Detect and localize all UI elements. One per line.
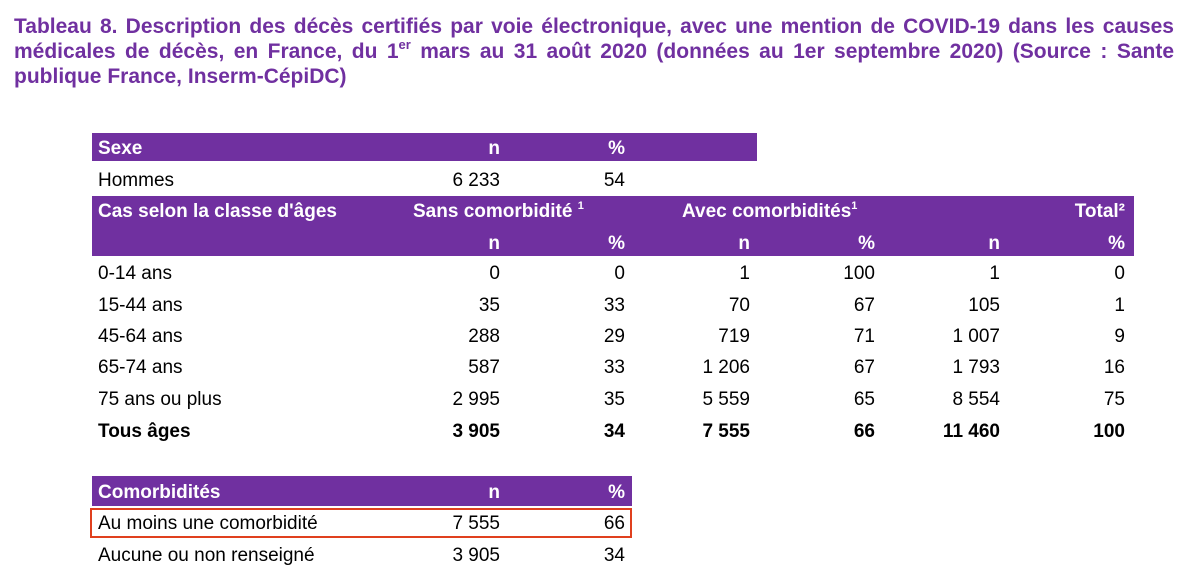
- comorb-header-label: Comorbidités: [98, 482, 221, 503]
- age-total-total-pct: 100: [1093, 421, 1125, 442]
- age-row-sans-pct: 29: [603, 326, 625, 347]
- age-row-label: 0-14 ans: [98, 263, 172, 284]
- age-row-total-pct: 9: [1114, 326, 1125, 347]
- age-header-avec-pct: %: [858, 233, 875, 254]
- age-row-sans-n: 0: [489, 263, 500, 284]
- age-row-label: 45-64 ans: [98, 326, 183, 347]
- comorb-header-pct: %: [608, 482, 625, 503]
- age-header-total-n: n: [988, 233, 1000, 254]
- sexe-header-pct: %: [608, 138, 625, 159]
- sexe-header-band: [92, 133, 757, 161]
- age-total-sans-pct: 34: [603, 421, 625, 442]
- sexe-row-label: Hommes: [98, 170, 175, 191]
- age-row-total-n: 105: [968, 295, 1000, 316]
- comorb-row-label: Aucune ou non renseigné: [98, 545, 315, 566]
- age-row-avec-pct: 67: [853, 357, 875, 378]
- age-row-total-n: 1 007: [952, 326, 1000, 347]
- age-total-avec-n: 7 555: [702, 421, 750, 442]
- age-row-avec-n: 719: [718, 326, 750, 347]
- age-row-avec-pct: 71: [853, 326, 875, 347]
- age-header-label: Cas selon la classe d'âges: [98, 201, 337, 222]
- age-row-sans-pct: 33: [603, 357, 625, 378]
- sexe-header-label: Sexe: [98, 138, 143, 159]
- age-total-sans-n: 3 905: [452, 421, 500, 442]
- sexe-row-pct: 54: [603, 170, 625, 191]
- age-row-total-n: 1: [989, 263, 1000, 284]
- age-row-avec-n: 5 559: [702, 389, 750, 410]
- comorb-row-label: Au moins une comorbidité: [98, 513, 318, 534]
- age-row-sans-n: 288: [468, 326, 500, 347]
- age-row-label: 65-74 ans: [98, 357, 183, 378]
- age-header-sans-n: n: [488, 233, 500, 254]
- age-row-label: 15-44 ans: [98, 295, 183, 316]
- age-row-total-pct: 16: [1103, 357, 1125, 378]
- age-header-avec: Avec comorbidités1: [682, 200, 858, 223]
- age-row-avec-pct: 65: [853, 389, 875, 410]
- comorb-row-pct: 34: [603, 545, 625, 566]
- age-header-avec-n: n: [738, 233, 750, 254]
- comorb-row-n: 7 555: [452, 513, 500, 534]
- age-header-sans-pct: %: [608, 233, 625, 254]
- age-row-total-pct: 75: [1103, 389, 1125, 410]
- age-row-sans-pct: 33: [603, 295, 625, 316]
- age-row-avec-n: 70: [728, 295, 750, 316]
- comorb-row-pct: 66: [603, 513, 625, 534]
- age-row-sans-n: 587: [468, 357, 500, 378]
- age-total-label: Tous âges: [98, 421, 191, 442]
- age-row-total-pct: 1: [1114, 295, 1125, 316]
- age-row-avec-pct: 100: [843, 263, 875, 284]
- sexe-row-n: 6 233: [452, 170, 500, 191]
- age-total-avec-pct: 66: [853, 421, 875, 442]
- age-header-band: [92, 196, 1134, 256]
- age-row-sans-n: 35: [478, 295, 500, 316]
- comorb-row-n: 3 905: [452, 545, 500, 566]
- age-row-avec-n: 1: [739, 263, 750, 284]
- comorb-header-band: [92, 476, 632, 506]
- sexe-header-n: n: [488, 138, 500, 159]
- age-row-sans-n: 2 995: [452, 389, 500, 410]
- age-row-total-n: 8 554: [952, 389, 1000, 410]
- age-row-avec-n: 1 206: [702, 357, 750, 378]
- comorb-header-n: n: [488, 482, 500, 503]
- table-title: Tableau 8. Description des décès certifi…: [14, 15, 1175, 88]
- age-header-total-pct: %: [1108, 233, 1125, 254]
- age-row-sans-pct: 0: [614, 263, 625, 284]
- age-row-total-pct: 0: [1114, 263, 1125, 284]
- highlight-box: [90, 508, 632, 538]
- age-header-sans: Sans comorbidité 1: [413, 200, 584, 223]
- age-row-total-n: 1 793: [952, 357, 1000, 378]
- age-total-total-n: 11 460: [942, 421, 1000, 442]
- age-row-label: 75 ans ou plus: [98, 389, 222, 410]
- age-header-total: Total²: [1074, 201, 1125, 222]
- age-row-avec-pct: 67: [853, 295, 875, 316]
- age-row-sans-pct: 35: [603, 389, 625, 410]
